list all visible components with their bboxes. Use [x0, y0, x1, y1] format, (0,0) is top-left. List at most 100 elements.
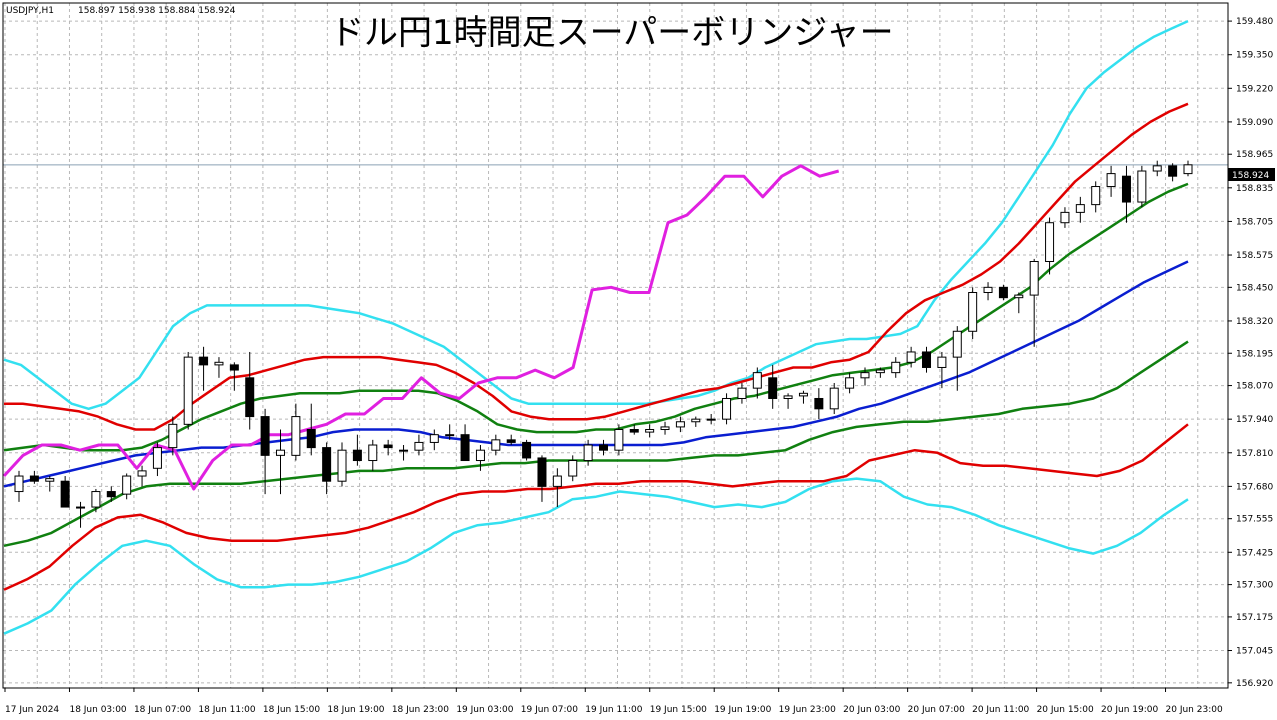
- candle-body: [1183, 164, 1193, 175]
- candle: [91, 488, 101, 513]
- candle-body: [752, 372, 762, 389]
- x-tick-label: 20 Jun 11:00: [972, 705, 1029, 715]
- candle: [76, 501, 86, 528]
- candle: [306, 403, 316, 456]
- candle: [399, 445, 409, 461]
- series-band2_lower: [3, 423, 1189, 591]
- candle: [875, 367, 885, 378]
- candle: [798, 390, 808, 404]
- candle: [552, 468, 562, 508]
- candle-body: [875, 369, 885, 374]
- y-tick-label: 157.300: [1236, 581, 1273, 591]
- candle: [783, 393, 793, 409]
- y-tick-label: 158.835: [1236, 184, 1273, 194]
- candle-body: [829, 387, 839, 410]
- candle: [1106, 165, 1116, 197]
- candle: [768, 364, 778, 409]
- candle: [291, 403, 301, 461]
- x-tick-label: 18 Jun 23:00: [392, 705, 449, 715]
- candle-body: [137, 470, 147, 477]
- y-tick-label: 158.320: [1236, 317, 1273, 327]
- series-chikou: [2, 164, 840, 491]
- candle-body: [660, 426, 670, 431]
- candle-body: [122, 475, 132, 495]
- candle: [983, 282, 993, 301]
- candle-body: [768, 377, 778, 399]
- y-tick-label: 159.480: [1236, 17, 1273, 27]
- candle-body: [614, 429, 624, 451]
- candle-body: [952, 330, 962, 358]
- candle: [1029, 258, 1039, 347]
- candle: [429, 429, 439, 451]
- candle-body: [891, 361, 901, 374]
- candle-body: [722, 397, 732, 420]
- x-tick-label: 18 Jun 15:00: [263, 705, 320, 715]
- candle-body: [152, 447, 162, 469]
- candle-body: [1168, 165, 1178, 177]
- x-tick-label: 20 Jun 19:00: [1101, 705, 1158, 715]
- candle-body: [568, 460, 578, 477]
- candle: [952, 326, 962, 391]
- candle: [968, 287, 978, 340]
- chart-grid: [3, 3, 1228, 688]
- candle-body: [1106, 173, 1116, 188]
- y-tick-label: 157.810: [1236, 449, 1273, 459]
- candle-body: [1152, 165, 1162, 172]
- candle: [675, 416, 685, 433]
- candle: [214, 357, 224, 378]
- x-tick-label: 18 Jun 11:00: [198, 705, 255, 715]
- y-tick-label: 157.555: [1236, 515, 1273, 525]
- candle: [414, 434, 424, 456]
- candle: [460, 424, 470, 462]
- candle: [998, 284, 1008, 301]
- candle-body: [1029, 260, 1039, 296]
- series-band1: [3, 182, 1189, 452]
- candle-body: [168, 423, 178, 449]
- candle-body: [291, 416, 301, 456]
- candle: [660, 421, 670, 435]
- candle-body: [183, 356, 193, 425]
- y-tick-label: 158.195: [1236, 349, 1273, 359]
- chart-symbol: USDJPY,H1: [6, 6, 54, 16]
- candle: [245, 351, 255, 430]
- candle: [352, 434, 362, 466]
- candle-body: [552, 475, 562, 487]
- y-tick-label: 158.575: [1236, 251, 1273, 261]
- candle-body: [645, 429, 655, 433]
- candle: [368, 439, 378, 471]
- candle-body: [968, 292, 978, 332]
- candle-body: [60, 480, 70, 508]
- x-tick-label: 19 Jun 03:00: [456, 705, 513, 715]
- candle: [322, 442, 332, 495]
- x-tick-label: 20 Jun 23:00: [1166, 705, 1223, 715]
- candle: [1014, 292, 1024, 314]
- candle: [614, 424, 624, 456]
- candle: [491, 434, 501, 456]
- candle-body: [460, 434, 470, 462]
- candlesticks: [14, 160, 1193, 528]
- candle-body: [352, 449, 362, 462]
- candle: [168, 416, 178, 456]
- candle: [814, 388, 824, 420]
- bollinger-bands: [2, 19, 1189, 635]
- chart-ohlc: 158.897 158.938 158.884 158.924: [78, 6, 236, 16]
- candle-body: [506, 439, 516, 443]
- candle-body: [675, 421, 685, 428]
- candle: [737, 382, 747, 404]
- candle-body: [1137, 170, 1147, 203]
- y-tick-label: 156.920: [1236, 679, 1273, 689]
- candle: [522, 439, 532, 461]
- candle: [275, 429, 285, 495]
- y-tick-label: 158.450: [1236, 283, 1273, 293]
- candle: [829, 382, 839, 414]
- candle-body: [45, 478, 55, 482]
- series-band3_lower: [3, 477, 1189, 635]
- candle-body: [906, 351, 916, 363]
- candle-body: [998, 286, 1008, 299]
- candle-body: [245, 377, 255, 418]
- candle: [1137, 165, 1147, 208]
- current-price-tag: [1228, 168, 1275, 181]
- y-tick-label: 159.350: [1236, 51, 1273, 61]
- candle: [691, 416, 701, 427]
